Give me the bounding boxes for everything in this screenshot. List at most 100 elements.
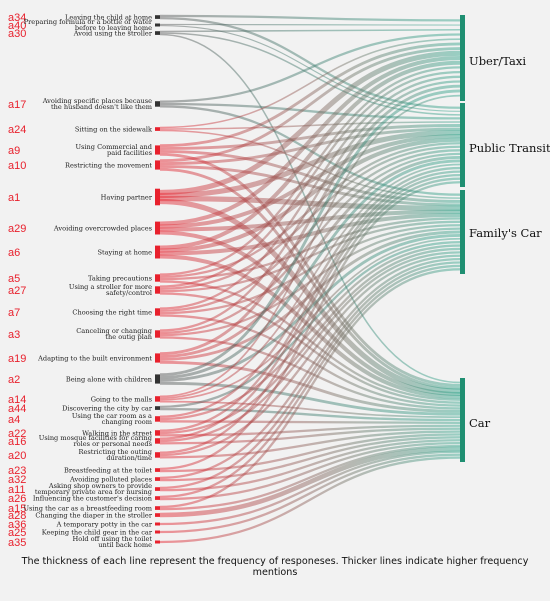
- flow-link-a17-family: [159, 105, 461, 196]
- source-label-a27: a27 Using a stroller for moresafety/contr…: [8, 283, 152, 297]
- flow-link-a2-car: [159, 381, 461, 416]
- target-node-car: [460, 378, 465, 462]
- source-node-a36: [155, 522, 160, 526]
- source-node-a27: [155, 286, 160, 294]
- source-label-a14: a14 Going to the malls: [8, 394, 153, 406]
- target-labels: Uber/Taxi Public Transit Family's Car Car: [469, 54, 550, 430]
- source-text: Avoiding polluted places: [69, 476, 153, 484]
- flow-link-a22-car: [159, 424, 461, 437]
- source-text: Using the car as a breastfeeding room: [23, 505, 152, 513]
- source-label-a26: a26 Influencing the customer's decision: [8, 493, 153, 505]
- source-node-a7: [155, 308, 160, 316]
- source-text: Changing the diaper in the stroller: [35, 512, 153, 520]
- source-text: Taking precautions: [88, 275, 153, 283]
- flow-link-a9-transit: [159, 124, 461, 151]
- target-node-family: [460, 190, 465, 274]
- flow-link-a24-uber: [159, 38, 461, 129]
- flow-link-a6-transit: [159, 137, 461, 253]
- flow-links: [159, 14, 461, 544]
- source-label-a44: a44 Discovering the city by car: [8, 403, 153, 415]
- source-text: Restricting the movement: [65, 162, 152, 170]
- source-code: a36: [8, 519, 26, 531]
- target-label-transit: Public Transit: [469, 141, 550, 155]
- source-label-a32: a32 Avoiding polluted places: [8, 474, 153, 486]
- flow-link-a20-transit: [159, 177, 461, 454]
- source-text: Breastfeeding at the toilet: [64, 467, 152, 475]
- source-text: roles or personal needs: [74, 440, 153, 448]
- flow-link-a7-car: [159, 314, 461, 407]
- flow-link-a25-car: [159, 453, 461, 534]
- source-node-a34: [155, 15, 160, 19]
- flow-link-a2-uber: [159, 89, 461, 377]
- source-node-a1: [155, 188, 160, 206]
- source-code: a34: [8, 12, 26, 24]
- source-text: Adapting to the built environment: [37, 355, 152, 363]
- figure-caption: The thickness of each line represent the…: [21, 556, 529, 578]
- flow-link-a4-car: [159, 420, 461, 425]
- flow-link-a19-family: [159, 230, 461, 361]
- source-text: Using Commercial and: [75, 143, 152, 151]
- source-code: a27: [8, 285, 26, 297]
- source-text: before to leaving home: [75, 24, 152, 32]
- source-label-a2: a2 Being alone with children: [8, 374, 153, 386]
- source-label-a1: a1 Having partner: [8, 192, 153, 204]
- source-node-a23: [155, 468, 160, 472]
- source-node-a15: [155, 506, 160, 510]
- source-text: Having partner: [101, 194, 153, 202]
- source-label-a29: a29 Avoiding overcrowded places: [8, 223, 153, 235]
- source-node-a28: [155, 513, 160, 517]
- source-node-a10: [155, 160, 160, 170]
- source-text: Avoid using the stroller: [73, 30, 153, 38]
- source-text: Keeping the child gear in the car: [42, 529, 153, 537]
- flow-link-a1-uber: [159, 50, 461, 196]
- source-label-a23: a23 Breastfeeding at the toilet: [8, 465, 152, 477]
- flow-link-a14-transit: [159, 163, 461, 399]
- flow-link-a44-car: [159, 408, 461, 422]
- flow-link-a4-transit: [159, 166, 461, 418]
- source-code: a44: [8, 403, 26, 415]
- source-text: Preparing formula or a bottle of water: [24, 18, 153, 26]
- source-code: a19: [8, 353, 26, 365]
- source-text: changing room: [102, 418, 153, 426]
- source-label-a5: a5 Taking precautions: [8, 273, 153, 285]
- source-code: a22: [8, 428, 26, 440]
- source-code: a6: [8, 247, 20, 259]
- source-label-a19: a19 Adapting to the built environment: [8, 353, 152, 365]
- flow-link-a9-uber: [159, 42, 461, 148]
- source-node-a17: [155, 101, 160, 107]
- flow-link-a11-family: [159, 261, 461, 489]
- flow-link-a30-uber: [159, 28, 461, 33]
- source-label-a24: a24 Sitting on the sidewalk: [8, 124, 153, 136]
- source-text: Canceling or changing: [76, 327, 153, 335]
- source-node-a5: [155, 274, 160, 282]
- source-code: a14: [8, 394, 26, 406]
- flow-link-a22-transit: [159, 170, 461, 432]
- source-text: Walking in the street: [82, 430, 152, 438]
- flow-link-a26-family: [159, 264, 461, 498]
- source-node-a22: [155, 430, 160, 436]
- source-node-a2: [155, 374, 160, 384]
- source-text: the outig plan: [105, 333, 152, 341]
- source-code: a23: [8, 465, 26, 477]
- source-node-a35: [155, 540, 160, 544]
- source-code: a29: [8, 223, 26, 235]
- flow-link-a16-car: [159, 427, 461, 445]
- source-label-a11: a11 Asking shop owners to providetemporar…: [8, 482, 153, 496]
- flow-link-a14-family: [159, 237, 461, 401]
- flow-link-a15-car: [159, 444, 461, 511]
- source-code: a9: [8, 145, 20, 157]
- source-code: a10: [8, 160, 26, 172]
- flow-link-a23-car: [159, 433, 461, 473]
- source-node-a6: [155, 245, 160, 259]
- source-label-a16: a16 Using mosque facilities for caringrol…: [8, 434, 153, 448]
- source-text: Leaving the child at home: [65, 14, 152, 22]
- source-code: a32: [8, 474, 26, 486]
- source-text: until back home: [98, 541, 152, 549]
- flow-link-a32-family: [159, 257, 461, 479]
- target-label-uber: Uber/Taxi: [469, 54, 526, 68]
